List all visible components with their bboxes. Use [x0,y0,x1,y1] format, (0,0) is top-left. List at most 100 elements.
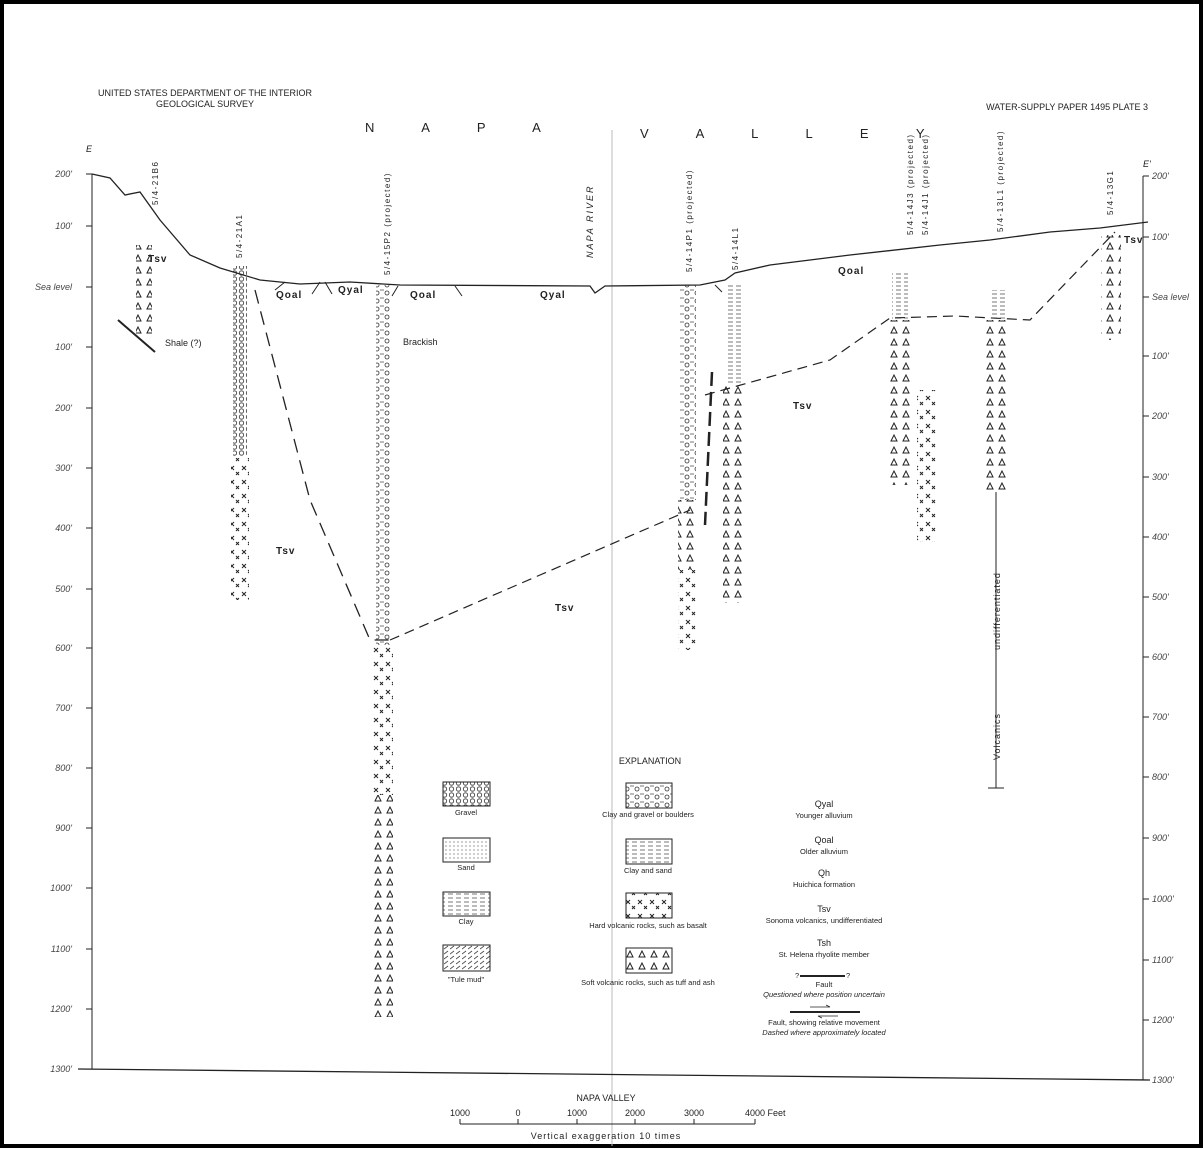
unit-label: Tsv [555,603,575,614]
section-lines [91,173,1149,641]
unit-label: Qoal [410,290,436,301]
depth-label: 200' [54,169,72,179]
section-title: V A L L E Y [640,126,947,141]
explanation-title: EXPLANATION [619,756,681,766]
note: Shale (?) [165,338,202,348]
unit-symbol: Qoal [814,835,833,845]
legend-label: Soft volcanic rocks, such as tuff and as… [581,978,715,987]
scale-label: 2000 [625,1108,645,1118]
depth-label: 600' [1152,652,1169,662]
legend-label: "Tule mud" [448,975,485,984]
depth-label: 300' [1152,472,1169,482]
unit-name: Huichica formation [793,880,855,889]
scale-label: 1000 [567,1108,587,1118]
unit-label: Tsv [148,254,168,265]
depth-label: 1300' [50,1064,72,1074]
depth-label: 400' [55,523,72,533]
legend-label: Fault, showing relative movement [768,1018,881,1027]
river-label: NAPA RIVER [585,184,595,258]
depth-label: 600' [55,643,72,653]
well-columns [136,235,1121,1017]
agency: UNITED STATES DEPARTMENT OF THE INTERIOR [98,88,313,98]
exaggeration: Vertical exaggeration 10 times [531,1131,682,1141]
legend-label: Fault [816,980,834,989]
depth-label: 500' [1152,592,1169,602]
depth-label: Sea level [35,282,73,292]
depth-label: 100' [1152,351,1169,361]
legend-label: Gravel [455,808,477,817]
unit-symbol: Qh [818,868,830,878]
note: Volcanics [992,713,1002,760]
legend-note: Dashed where approximately located [762,1028,886,1037]
depth-label: 400' [1152,532,1169,542]
depth-label: Sea level [1152,292,1190,302]
depth-label: 1200' [50,1004,72,1014]
depth-label: 500' [55,584,72,594]
unit-label: Qyal [338,285,364,296]
unit-name: St. Helena rhyolite member [779,950,870,959]
well-label: 5/4-14P1 (projected) [685,169,694,272]
fault-mark: ? [846,971,850,980]
unit-symbol: Tsv [817,904,831,914]
note: Brackish [403,337,438,347]
depth-label: 1000' [1152,894,1174,904]
depth-label: 200' [1151,171,1169,181]
legend-label: Clay and sand [624,866,672,875]
unit-symbol: Qyal [815,799,834,809]
scale-label: 1000 [450,1108,470,1118]
depth-label: 300' [55,463,72,473]
axes [77,174,1151,1081]
depth-label: 1100' [1152,955,1173,965]
depth-label: 100' [55,221,72,231]
scale-label: 4000 Feet [745,1108,786,1118]
depth-label: 800' [55,763,72,773]
depth-label: 700' [1152,712,1169,722]
legend-note: Questioned where position uncertain [763,990,885,999]
well-label: 5/4-13G1 [1106,170,1115,215]
unit-label: Qoal [276,290,302,301]
unit-label: Tsv [276,546,296,557]
scale-label: 3000 [684,1108,704,1118]
legend-label: Sand [457,863,475,872]
depth-label: 800' [1152,772,1169,782]
legend-label: Clay [458,917,473,926]
unit-label: Qoal [838,266,864,277]
section-end: E' [1143,159,1151,169]
well-label: 5/4-21B6 [151,161,160,205]
unit-name: Older alluvium [800,847,848,856]
unit-name: Younger alluvium [795,811,852,820]
well-label: 5/4-13L1 (projected) [996,130,1005,232]
footer-title: NAPA VALLEY [576,1093,635,1103]
depth-label: 900' [55,823,72,833]
unit-label: Qyal [540,290,566,301]
unit-label: Tsv [793,401,813,412]
legend-boxes [442,781,673,974]
depth-label: 100' [55,342,72,352]
depth-label: 1100' [51,944,72,954]
fault-mark: ? [795,971,799,980]
note: undifferentiated [992,572,1002,650]
depth-label: 200' [54,403,72,413]
depth-label: 200' [1151,411,1169,421]
section-end: E [86,144,93,154]
well-label: 5/4-14J1 (projected) [921,133,930,235]
section-title: N A P A [365,120,563,135]
legend-label: Hard volcanic rocks, such as basalt [589,921,707,930]
well-label: 5/4-14J3 (projected) [906,133,915,235]
bureau: GEOLOGICAL SURVEY [156,99,254,109]
depth-label: 1300' [1152,1075,1174,1085]
depth-label: 700' [55,703,72,713]
fault-arrows [810,1004,838,1019]
scale-label: 0 [515,1108,520,1118]
well-label: 5/4-21A1 [235,214,244,258]
well-label: 5/4-14L1 [731,226,740,270]
depth-label: 1200' [1152,1015,1174,1025]
well-label: 5/4-15P2 (projected) [383,172,392,275]
depth-label: 900' [1152,833,1169,843]
unit-name: Sonoma volcanics, undifferentiated [766,916,883,925]
unit-label: Tsv [1124,235,1144,246]
depth-label: 1000' [50,883,72,893]
depth-label: 100' [1152,232,1169,242]
